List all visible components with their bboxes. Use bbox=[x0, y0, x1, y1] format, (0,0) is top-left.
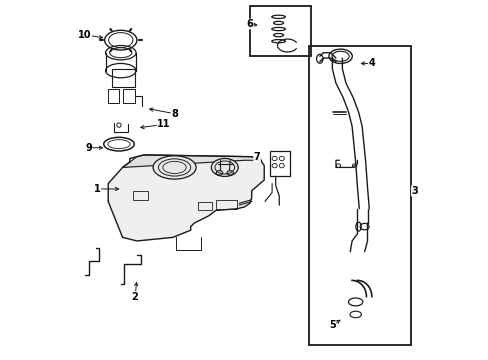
Bar bbox=[198, 202, 212, 211]
Text: 7: 7 bbox=[253, 152, 260, 162]
Text: 8: 8 bbox=[171, 109, 178, 119]
Polygon shape bbox=[122, 155, 260, 167]
Ellipse shape bbox=[153, 156, 196, 179]
Text: 2: 2 bbox=[131, 292, 138, 302]
Text: 5: 5 bbox=[328, 320, 335, 330]
Text: 3: 3 bbox=[410, 186, 417, 196]
Bar bbox=[215, 200, 237, 209]
Bar bbox=[249, 6, 310, 56]
Bar bbox=[108, 89, 119, 103]
Text: 11: 11 bbox=[157, 120, 170, 129]
Text: 6: 6 bbox=[246, 19, 253, 29]
Bar bbox=[112, 69, 135, 87]
Text: 1: 1 bbox=[94, 184, 101, 194]
Text: 4: 4 bbox=[367, 58, 374, 68]
Polygon shape bbox=[108, 155, 264, 241]
Bar bbox=[122, 89, 135, 103]
Text: 9: 9 bbox=[85, 143, 92, 153]
Bar bbox=[308, 45, 410, 345]
Bar bbox=[133, 191, 147, 200]
Text: 10: 10 bbox=[78, 30, 91, 40]
Ellipse shape bbox=[211, 158, 238, 176]
Bar bbox=[270, 151, 289, 176]
